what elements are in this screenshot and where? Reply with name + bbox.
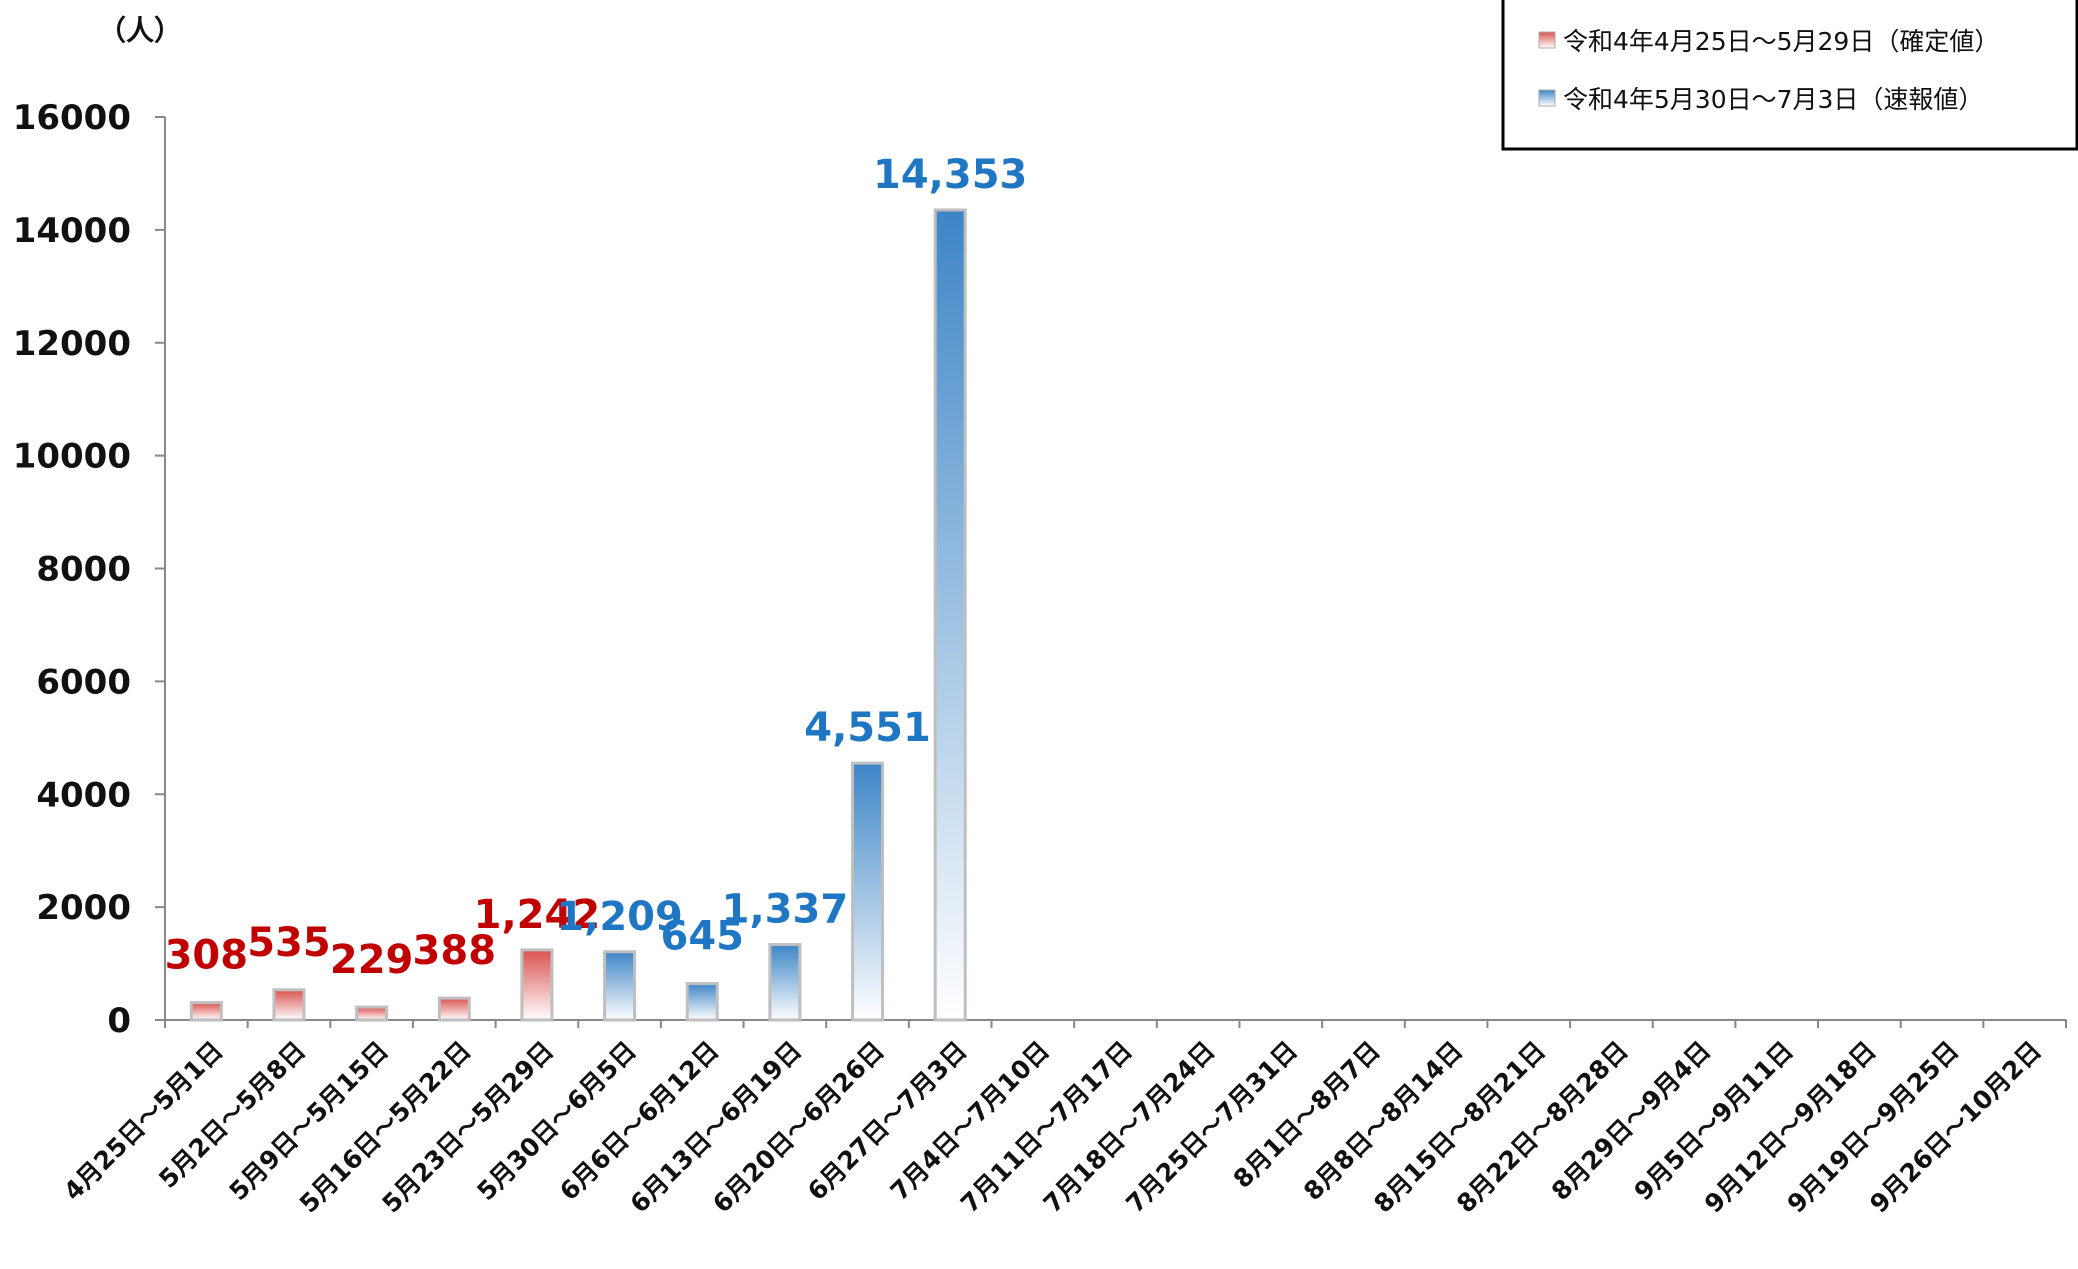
y-unit-label: （人） [98, 14, 182, 47]
y-tick-label: 6000 [36, 662, 131, 702]
x-tick-label: 8月29日～9月4日 [1546, 1036, 1716, 1206]
bar [768, 943, 802, 1022]
legend-label-preliminary: 令和4年5月30日～7月3日（速報値） [1563, 85, 1983, 114]
data-label: 308 [165, 933, 249, 979]
y-tick-label: 12000 [13, 324, 131, 364]
legend-swatch-preliminary [1538, 89, 1556, 107]
data-label: 4,551 [804, 705, 931, 751]
data-label: 14,353 [873, 152, 1027, 198]
x-tick-label: 5月2日～5月8日 [153, 1036, 311, 1194]
data-label: 535 [247, 920, 331, 966]
bar [685, 982, 719, 1022]
x-tick-label: 9月5日～9月11日 [1629, 1036, 1799, 1206]
bar [272, 988, 306, 1022]
legend-box [1501, 0, 2078, 151]
bar [851, 761, 885, 1022]
legend-swatch-confirmed [1538, 31, 1556, 49]
y-tick-label: 4000 [36, 775, 131, 815]
bar [933, 208, 967, 1022]
x-tick-label: 8月8日～8月14日 [1298, 1036, 1468, 1206]
y-tick-label: 0 [107, 1001, 131, 1041]
x-tick-label: 4月25日～5月1日 [58, 1036, 228, 1206]
data-label: 229 [330, 937, 414, 983]
x-tick-label: 6月6日～6月12日 [554, 1036, 724, 1206]
y-tick-label: 16000 [13, 98, 131, 138]
data-label: 1,337 [722, 887, 849, 933]
x-tick-label: 8月1日～8月7日 [1228, 1036, 1386, 1194]
y-tick-label: 8000 [36, 550, 131, 590]
bar [355, 1005, 389, 1022]
x-tick-label: 5月30日～6月5日 [471, 1036, 641, 1206]
y-tick-label: 14000 [13, 211, 131, 251]
x-axis: 4月25日～5月1日5月2日～5月8日5月9日～5月15日5月16日～5月22日… [58, 1019, 2067, 1218]
data-label: 645 [660, 914, 744, 960]
bar [603, 950, 637, 1022]
bar [189, 1001, 223, 1022]
y-tick-label: 2000 [36, 888, 131, 928]
data-label: 1,242 [474, 892, 601, 938]
bar [520, 948, 554, 1022]
legend: 令和4年4月25日～5月29日（確定値） 令和4年5月30日～7月3日（速報値） [1501, 0, 2078, 151]
legend-label-confirmed: 令和4年4月25日～5月29日（確定値） [1563, 27, 1999, 56]
y-tick-label: 10000 [13, 437, 131, 477]
y-axis: 0 2000 4000 6000 8000 10000 12000 14000 16000 [13, 98, 166, 1041]
x-tick-label: 7月4日～7月10日 [885, 1036, 1055, 1206]
x-tick-label: 5月9日～5月15日 [223, 1036, 393, 1206]
bars [189, 208, 967, 1022]
data-label: 1,209 [556, 894, 683, 940]
x-tick-label: 6月27日～7月3日 [802, 1036, 972, 1206]
bar [437, 996, 471, 1022]
data-label: 388 [413, 928, 497, 974]
